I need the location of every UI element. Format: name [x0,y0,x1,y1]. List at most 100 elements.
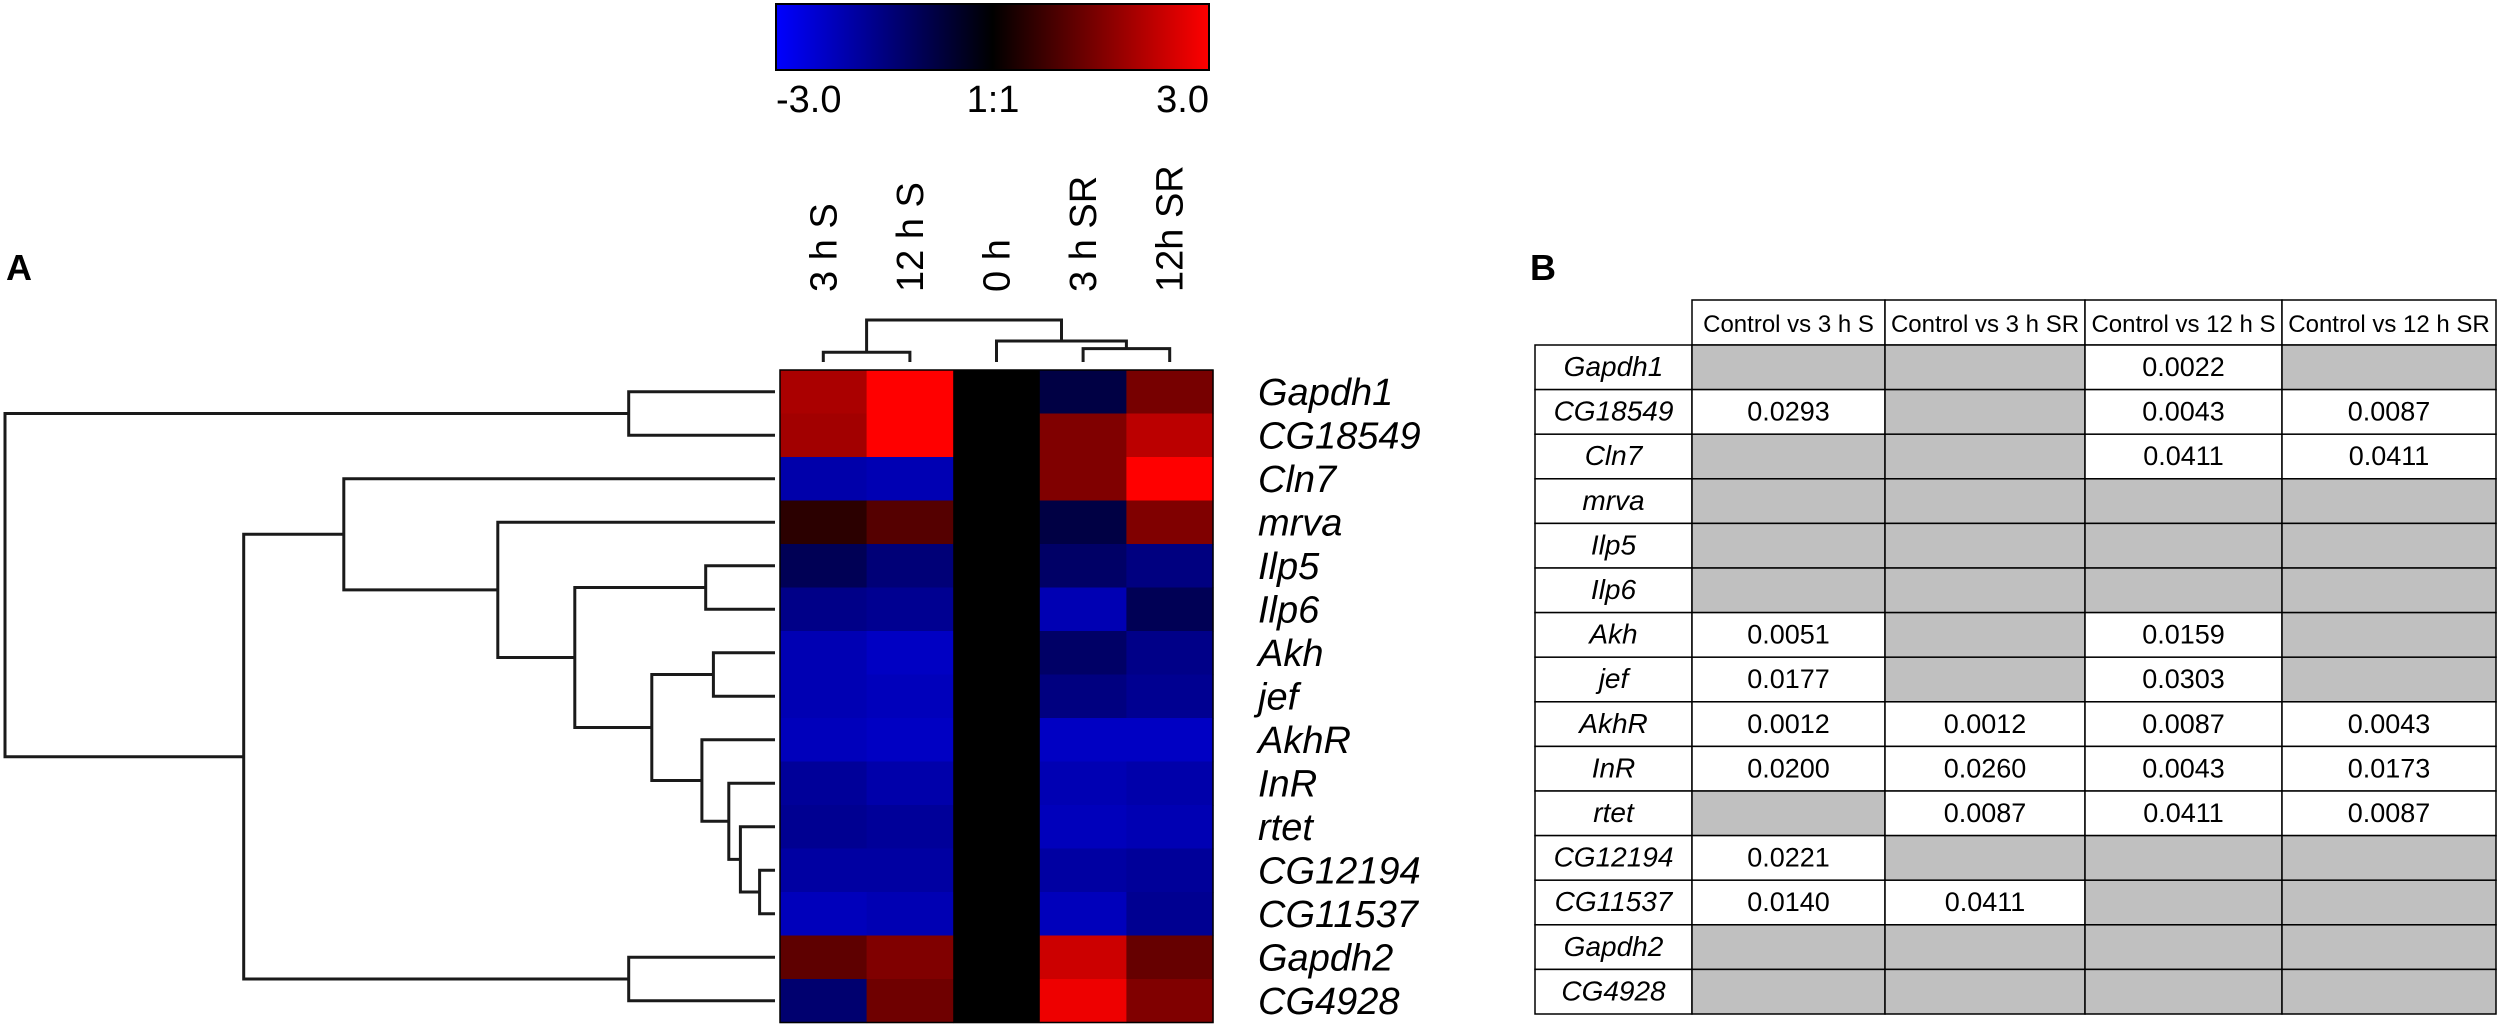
table-gene-name: CG18549 [1554,396,1674,427]
table-pvalue: 0.0051 [1747,620,1830,650]
table-gene-cell [1534,433,1693,480]
table-pvalue: 0.0411 [2143,441,2224,471]
row-label: CG18549 [1258,415,1421,457]
table-pvalue: 0.0140 [1747,887,1830,917]
heatmap-cell [780,935,868,980]
table-gene-cell [1534,522,1693,569]
table-empty-cell [1884,924,2086,971]
table-value-cell [2084,790,2283,837]
heatmap-cell [1126,631,1214,676]
heatmap-cells [779,369,1214,1024]
scale-max-label: 3.0 [1156,79,1209,121]
heatmap-cell [953,631,1041,676]
heatmap-cell [780,848,868,893]
table-value-cell [1884,745,2086,792]
table-column-header: Control vs 3 h SR [1891,311,2079,338]
table-gene-name: Gapdh2 [1564,931,1664,962]
table-value-cell [2281,790,2497,837]
table-pvalue: 0.0200 [1747,753,1830,783]
table-column-header: Control vs 12 h S [2091,311,2275,338]
heatmap-cell [1039,848,1127,893]
table-value-cell [2084,656,2283,703]
scale-min-label: -3.0 [776,79,841,121]
table-pvalue: 0.0221 [1747,843,1830,873]
dendrogram-branch [704,564,775,611]
table-empty-cell [2084,924,2283,971]
table-empty-cell [2281,834,2497,881]
pvalue-table: Control vs 3 h S Control vs 3 h SR Control… [1534,299,2497,1015]
heatmap-cell [866,805,954,850]
heatmap-cell [866,761,954,806]
dendrogram-branch [821,350,912,362]
table-gene-name: Ilp5 [1591,529,1637,560]
dendrogram-branch [627,955,775,1003]
heatmap-cell [780,805,868,850]
table-empty-cell [1884,834,2086,881]
table-empty-cell [1884,968,2086,1015]
heatmap-cell [866,848,954,893]
table-pvalue: 0.0087 [1944,798,2027,828]
row-label: CG12194 [1258,850,1421,892]
heatmap-cell [780,631,868,676]
table-empty-cell [2281,567,2497,614]
row-label: Cln7 [1258,459,1338,501]
scale-mid-label: 1:1 [967,79,1020,121]
heatmap-cell [953,892,1041,937]
heatmap-cell [780,674,868,719]
table-gene-cell [1534,968,1693,1015]
heatmap-cell [1039,979,1127,1024]
table-empty-cell [2084,834,2283,881]
column-label: 3 h S [803,203,845,292]
dendrogram-branch [3,412,629,759]
heatmap-cell [866,979,954,1024]
heatmap-cell [1126,370,1214,415]
table-pvalue: 0.0022 [2142,352,2225,382]
table-pvalue: 0.0087 [2348,798,2431,828]
table-value-cell [2084,701,2283,748]
table-gene-name: CG12194 [1554,842,1674,873]
table-pvalue: 0.0173 [2348,753,2431,783]
heatmap-cell [1039,500,1127,545]
row-label: Akh [1256,633,1323,675]
heatmap-cell [953,500,1041,545]
heatmap-cell [866,718,954,763]
heatmap-cell [1039,457,1127,502]
heatmap-cell [866,587,954,632]
heatmap-cell [1039,370,1127,415]
heatmap-cell [953,587,1041,632]
table-value-cell [1691,879,1886,926]
heatmap-cell [1126,805,1214,850]
table-gene-cell [1534,924,1693,971]
table-gene-name: AkhR [1577,708,1647,739]
heatmap-cell [780,587,868,632]
dendrogram-branch [711,651,775,698]
heatmap-cell [780,457,868,502]
heatmap-column-labels: 3 h S 12 h S 0 h 3 h SR 12h SR [803,165,1191,292]
heatmap-cell [1126,979,1214,1024]
color-scale-bar [775,3,1210,71]
table-empty-cell [1884,388,2086,435]
table-pvalue: 0.0159 [2142,620,2225,650]
table-empty-cell [1884,611,2086,658]
table-value-cell [2084,344,2283,391]
dendrogram-branch [865,318,1063,353]
heatmap-cell [953,935,1041,980]
heatmap-cell [780,544,868,589]
table-empty-cell [1691,790,1886,837]
dendrogram-branch [700,738,775,823]
table-empty-cell [2281,968,2497,1015]
table-value-cell [2281,745,2497,792]
table-pvalue: 0.0177 [1747,664,1830,694]
row-label: Gapdh2 [1258,937,1393,979]
table-gene-name: CG4928 [1561,975,1666,1006]
table-pvalue: 0.0087 [2142,709,2225,739]
table-pvalue: 0.0043 [2348,709,2431,739]
table-pvalue: 0.0012 [1944,709,2027,739]
heatmap-cell [866,370,954,415]
heatmap-cell [1039,587,1127,632]
heatmap-cell [1126,500,1214,545]
heatmap-cell [1039,544,1127,589]
table-value-cell [1691,611,1886,658]
heatmap-cell [1126,761,1214,806]
